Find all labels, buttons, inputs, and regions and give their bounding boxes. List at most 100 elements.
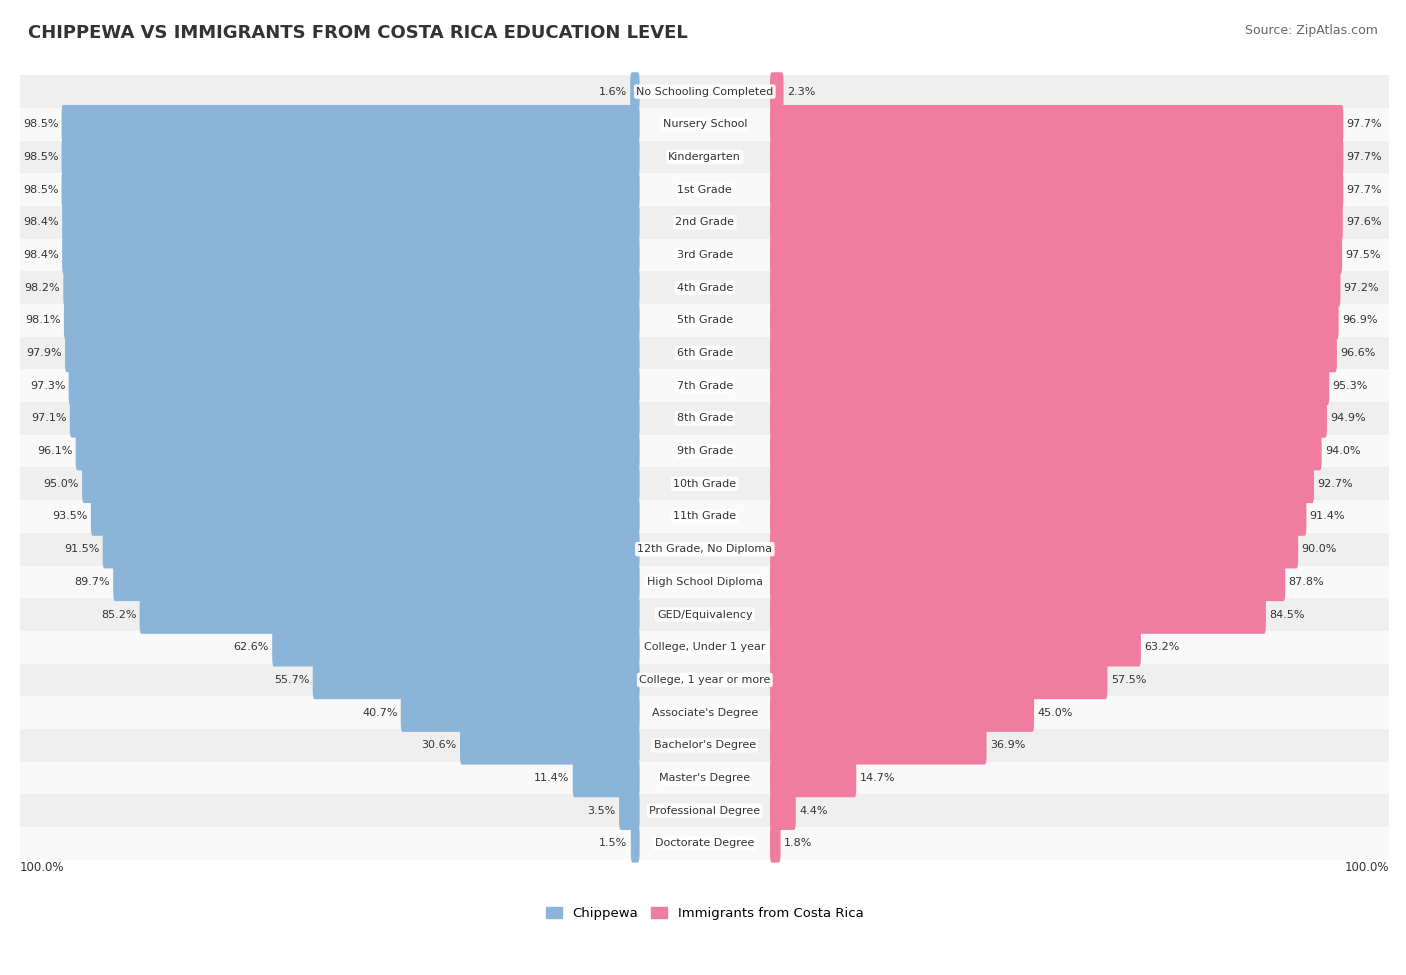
Text: 90.0%: 90.0%: [1302, 544, 1337, 554]
Bar: [20, 370, 1389, 402]
FancyBboxPatch shape: [63, 301, 640, 339]
Text: 3.5%: 3.5%: [588, 805, 616, 816]
Bar: [20, 402, 1389, 435]
FancyBboxPatch shape: [630, 72, 640, 111]
FancyBboxPatch shape: [460, 726, 640, 764]
Text: CHIPPEWA VS IMMIGRANTS FROM COSTA RICA EDUCATION LEVEL: CHIPPEWA VS IMMIGRANTS FROM COSTA RICA E…: [28, 24, 688, 42]
FancyBboxPatch shape: [770, 792, 796, 830]
Text: 40.7%: 40.7%: [361, 708, 398, 718]
FancyBboxPatch shape: [114, 563, 640, 602]
Text: 7th Grade: 7th Grade: [676, 380, 733, 391]
Text: 97.2%: 97.2%: [1344, 283, 1379, 292]
Text: 97.7%: 97.7%: [1347, 119, 1382, 130]
Text: 14.7%: 14.7%: [859, 773, 896, 783]
Text: Professional Degree: Professional Degree: [650, 805, 761, 816]
Text: 1.5%: 1.5%: [599, 838, 627, 848]
FancyBboxPatch shape: [770, 596, 1265, 634]
Text: 95.0%: 95.0%: [44, 479, 79, 488]
Text: 97.6%: 97.6%: [1346, 217, 1382, 227]
Text: 92.7%: 92.7%: [1317, 479, 1353, 488]
Text: College, 1 year or more: College, 1 year or more: [640, 675, 770, 684]
Text: 98.5%: 98.5%: [22, 119, 58, 130]
Bar: [20, 108, 1389, 140]
Text: 57.5%: 57.5%: [1111, 675, 1146, 684]
Bar: [20, 206, 1389, 239]
Text: 87.8%: 87.8%: [1288, 577, 1324, 587]
Bar: [20, 795, 1389, 827]
FancyBboxPatch shape: [770, 759, 856, 798]
FancyBboxPatch shape: [139, 596, 640, 634]
Bar: [20, 729, 1389, 761]
Text: College, Under 1 year: College, Under 1 year: [644, 643, 765, 652]
Bar: [20, 75, 1389, 108]
FancyBboxPatch shape: [572, 759, 640, 798]
FancyBboxPatch shape: [770, 529, 1298, 568]
Text: Master's Degree: Master's Degree: [659, 773, 751, 783]
Text: 97.1%: 97.1%: [31, 413, 66, 423]
FancyBboxPatch shape: [70, 399, 640, 438]
FancyBboxPatch shape: [91, 497, 640, 535]
Bar: [20, 239, 1389, 271]
Text: 8th Grade: 8th Grade: [676, 413, 733, 423]
FancyBboxPatch shape: [770, 628, 1140, 667]
FancyBboxPatch shape: [770, 432, 1322, 470]
Text: 100.0%: 100.0%: [1346, 861, 1389, 875]
Text: GED/Equivalency: GED/Equivalency: [657, 609, 752, 619]
Text: 94.9%: 94.9%: [1330, 413, 1365, 423]
Text: Source: ZipAtlas.com: Source: ZipAtlas.com: [1244, 24, 1378, 37]
FancyBboxPatch shape: [770, 661, 1108, 699]
FancyBboxPatch shape: [770, 497, 1306, 535]
FancyBboxPatch shape: [401, 693, 640, 732]
Text: 91.4%: 91.4%: [1309, 512, 1346, 522]
Text: 11th Grade: 11th Grade: [673, 512, 737, 522]
Text: 4.4%: 4.4%: [799, 805, 828, 816]
FancyBboxPatch shape: [69, 367, 640, 405]
Text: 30.6%: 30.6%: [422, 740, 457, 751]
Text: 96.1%: 96.1%: [37, 447, 72, 456]
Text: High School Diploma: High School Diploma: [647, 577, 763, 587]
Text: 2nd Grade: 2nd Grade: [675, 217, 734, 227]
FancyBboxPatch shape: [631, 824, 640, 863]
Text: 97.9%: 97.9%: [27, 348, 62, 358]
Text: 84.5%: 84.5%: [1270, 609, 1305, 619]
FancyBboxPatch shape: [63, 268, 640, 307]
Text: 96.9%: 96.9%: [1341, 315, 1378, 326]
FancyBboxPatch shape: [770, 399, 1327, 438]
Text: 5th Grade: 5th Grade: [676, 315, 733, 326]
Text: 97.7%: 97.7%: [1347, 184, 1382, 195]
Text: 1.6%: 1.6%: [599, 87, 627, 97]
Text: 98.1%: 98.1%: [25, 315, 60, 326]
FancyBboxPatch shape: [770, 105, 1343, 143]
Bar: [20, 827, 1389, 860]
Bar: [20, 140, 1389, 174]
Bar: [20, 599, 1389, 631]
Bar: [20, 336, 1389, 370]
Bar: [20, 467, 1389, 500]
Text: 98.2%: 98.2%: [24, 283, 60, 292]
Text: 98.5%: 98.5%: [22, 152, 58, 162]
Text: 85.2%: 85.2%: [101, 609, 136, 619]
FancyBboxPatch shape: [770, 693, 1033, 732]
Text: Doctorate Degree: Doctorate Degree: [655, 838, 755, 848]
FancyBboxPatch shape: [770, 72, 783, 111]
Bar: [20, 500, 1389, 532]
Text: Associate's Degree: Associate's Degree: [651, 708, 758, 718]
Text: 63.2%: 63.2%: [1144, 643, 1180, 652]
FancyBboxPatch shape: [82, 464, 640, 503]
Text: 11.4%: 11.4%: [534, 773, 569, 783]
Bar: [20, 304, 1389, 336]
Text: 55.7%: 55.7%: [274, 675, 309, 684]
Text: 96.6%: 96.6%: [1340, 348, 1375, 358]
Text: 10th Grade: 10th Grade: [673, 479, 737, 488]
Text: 6th Grade: 6th Grade: [676, 348, 733, 358]
Text: 1st Grade: 1st Grade: [678, 184, 733, 195]
FancyBboxPatch shape: [619, 792, 640, 830]
Text: 91.5%: 91.5%: [65, 544, 100, 554]
FancyBboxPatch shape: [62, 105, 640, 143]
FancyBboxPatch shape: [62, 171, 640, 209]
Bar: [20, 566, 1389, 599]
Text: 3rd Grade: 3rd Grade: [676, 250, 733, 260]
Legend: Chippewa, Immigrants from Costa Rica: Chippewa, Immigrants from Costa Rica: [541, 902, 869, 925]
Text: No Schooling Completed: No Schooling Completed: [636, 87, 773, 97]
FancyBboxPatch shape: [770, 236, 1343, 274]
